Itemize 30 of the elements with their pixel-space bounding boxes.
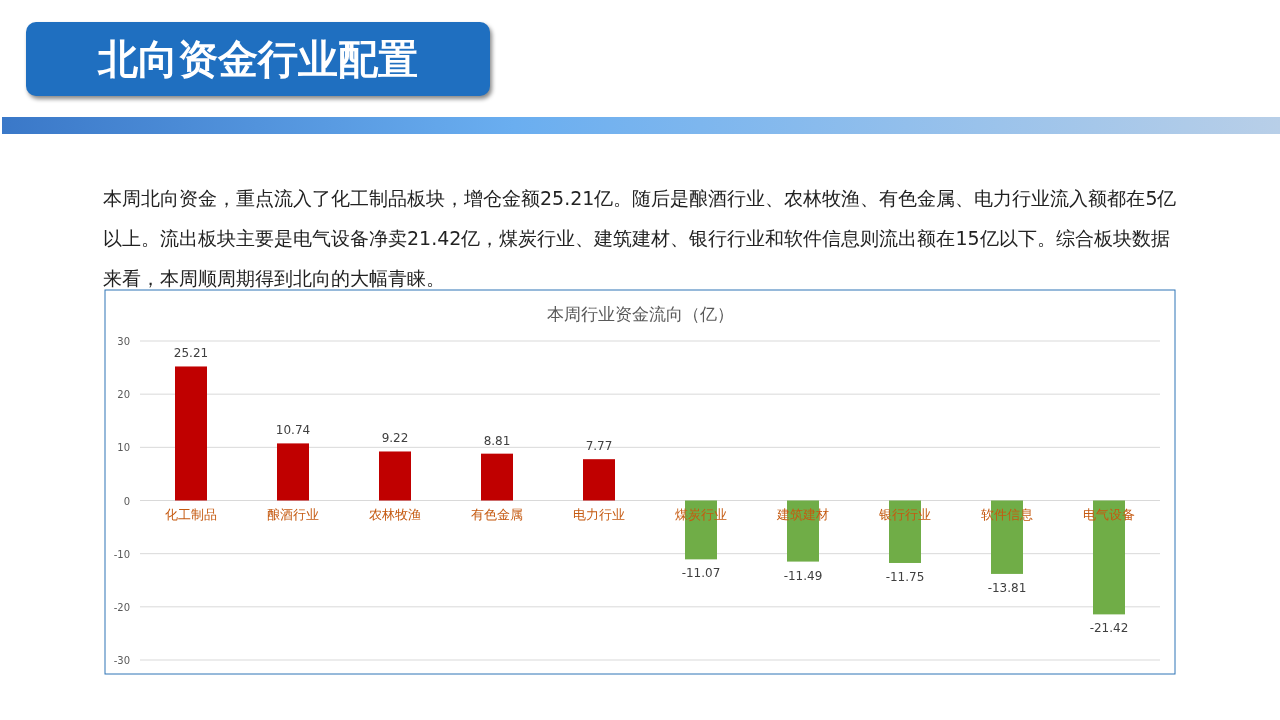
bar — [277, 443, 309, 501]
x-tick-label: 电力行业 — [573, 506, 625, 522]
bar — [481, 453, 513, 501]
x-tick-label: 有色金属 — [471, 506, 523, 522]
bar — [175, 366, 207, 501]
data-label: -21.42 — [1089, 621, 1129, 636]
x-tick-label: 农林牧渔 — [369, 506, 421, 522]
data-label: -11.75 — [885, 569, 925, 584]
y-tick-label: 30 — [117, 336, 130, 347]
data-label: 25.21 — [173, 346, 209, 361]
chart-title: 本周行业资金流向（亿） — [546, 304, 734, 324]
data-label: 9.22 — [381, 431, 409, 446]
data-label: 8.81 — [483, 433, 511, 448]
x-tick-label: 化工制品 — [165, 506, 217, 522]
y-tick-label: -10 — [113, 548, 130, 560]
text: 北向资金行业配置 — [26, 22, 490, 96]
y-tick-label: -30 — [113, 655, 130, 666]
x-tick-label: 酿酒行业 — [267, 506, 319, 522]
data-label: -11.07 — [681, 566, 721, 581]
bar — [379, 451, 411, 501]
y-tick-label: 0 — [123, 495, 130, 507]
data-label: -13.81 — [987, 580, 1027, 595]
data-label: 7.77 — [585, 439, 613, 454]
data-label: 10.74 — [275, 423, 311, 438]
text: 本周北向资金，重点流入了化工制品板块，增仓金额25.21亿。随后是酿酒行业、农林牧渔、有色金属、电力行业流入额都在5亿以上。流出板块主要是电气设备净卖21.42亿，煤炭行业、建筑建材、银行行业和软件信息则流出额在15亿以下。综合板块数据来看，本周顺周期得到北向的大幅青睐。 — [103, 186, 1178, 291]
y-tick-label: 20 — [117, 389, 130, 401]
data-label: -11.49 — [783, 568, 823, 583]
bar — [583, 459, 615, 501]
y-tick-label: -20 — [113, 601, 130, 613]
y-tick-label: 10 — [117, 442, 130, 454]
